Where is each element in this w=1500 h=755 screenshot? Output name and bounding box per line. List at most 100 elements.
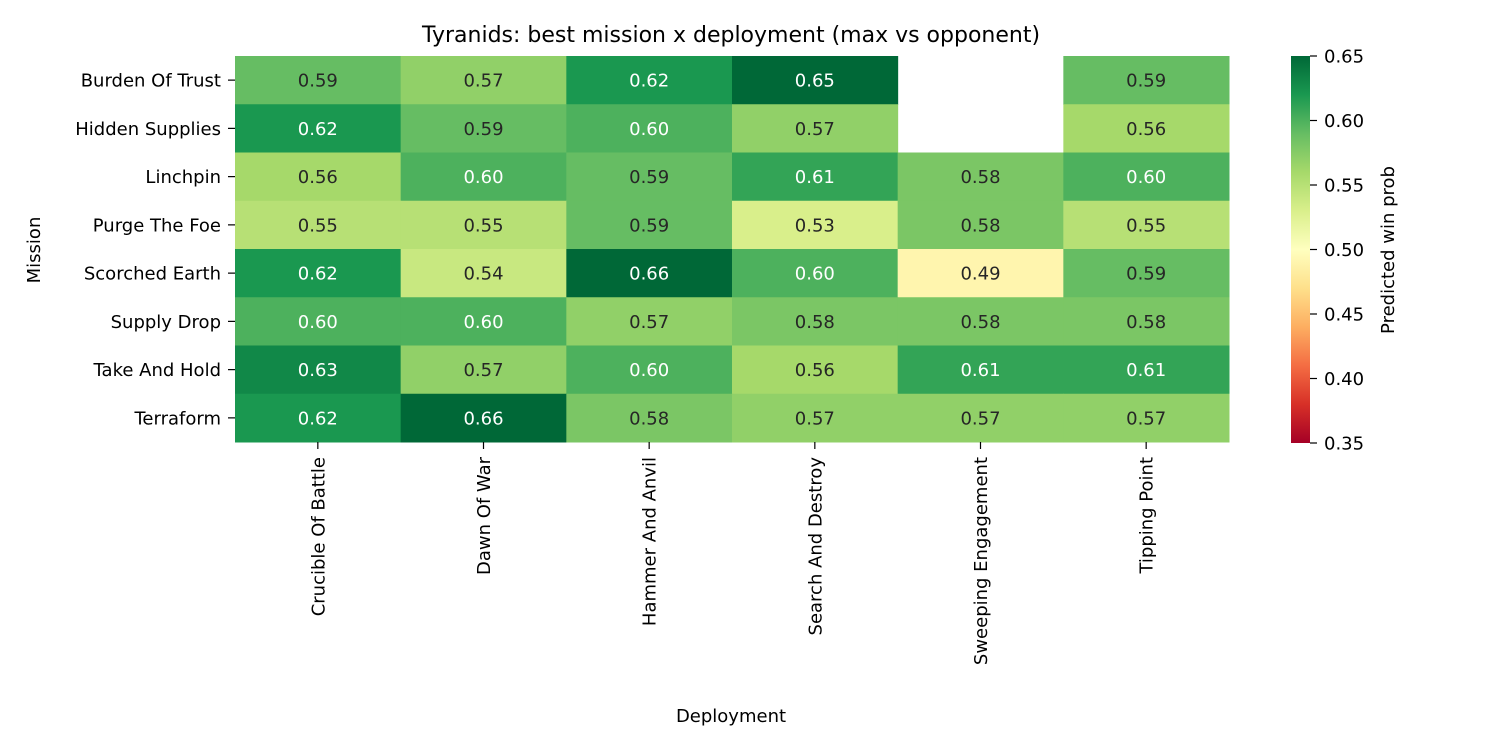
cell-value-label: 0.60 — [463, 167, 503, 188]
heatmap-cell — [566, 104, 733, 153]
colorbar-tick-label: 0.50 — [1324, 240, 1364, 261]
cell-value-label: 0.57 — [629, 312, 669, 333]
colorbar-tick-label: 0.45 — [1324, 305, 1364, 326]
heatmap-cell — [235, 345, 402, 395]
heatmap-cell — [1063, 152, 1230, 202]
cell-value-label: 0.60 — [629, 360, 669, 381]
heatmap-cell — [400, 200, 567, 250]
heatmap-cell — [235, 104, 402, 153]
colorbar-tick-label: 0.55 — [1324, 176, 1364, 197]
y-tick-label: Hidden Supplies — [75, 119, 221, 140]
heatmap-cell — [400, 249, 567, 298]
cell-value-label: 0.59 — [629, 215, 669, 236]
heatmap-cell — [566, 200, 733, 250]
cell-value-label: 0.59 — [1126, 71, 1166, 92]
cell-value-label: 0.59 — [463, 119, 503, 140]
y-tick-label: Terraform — [134, 408, 222, 429]
heatmap-cell — [732, 345, 899, 395]
heatmap-cell — [897, 152, 1064, 202]
cell-value-label: 0.60 — [463, 312, 503, 333]
heatmap-cell — [235, 249, 402, 298]
heatmap-cell — [400, 297, 567, 346]
cell-value-label: 0.55 — [1126, 215, 1166, 236]
heatmap-cell — [1063, 56, 1230, 105]
cell-value-label: 0.58 — [960, 312, 1000, 333]
heatmap-cell — [1063, 345, 1230, 395]
heatmap-cell — [732, 297, 899, 346]
heatmap-cell — [1063, 393, 1230, 443]
colorbar-tick-label: 0.40 — [1324, 369, 1364, 390]
cell-value-label: 0.57 — [795, 119, 835, 140]
cell-value-label: 0.53 — [795, 215, 835, 236]
x-tick-label: Hammer And Anvil — [640, 457, 661, 626]
heatmap-cell — [566, 297, 733, 346]
cell-value-label: 0.62 — [629, 71, 669, 92]
cell-value-label: 0.58 — [960, 167, 1000, 188]
heatmap-cell — [235, 297, 402, 346]
colorbar-ticks: 0.35 0.40 0.45 0.50 0.55 0.60 0.65 — [1310, 47, 1364, 455]
heatmap-cell — [732, 56, 899, 105]
cell-value-label: 0.58 — [960, 215, 1000, 236]
cell-value-label: 0.62 — [298, 264, 338, 285]
heatmap-cells: 0.59 0.57 0.62 0.65 0.59 0.62 0.59 0.60 0.57 0.56… — [235, 56, 1230, 443]
y-tick-label: Purge The Foe — [93, 215, 221, 236]
cell-value-label: 0.58 — [1126, 312, 1166, 333]
heatmap-cell — [1063, 297, 1230, 346]
x-axis-ticks: Crucible Of Battle Dawn Of War Hammer And … — [308, 442, 1158, 665]
cell-value-label: 0.61 — [1126, 360, 1166, 381]
cell-value-label: 0.57 — [463, 71, 503, 92]
cell-value-label: 0.58 — [795, 312, 835, 333]
x-tick-label: Crucible Of Battle — [308, 457, 329, 616]
cell-value-label: 0.63 — [298, 360, 338, 381]
cell-value-label: 0.61 — [795, 167, 835, 188]
cell-value-label: 0.66 — [463, 408, 503, 429]
heatmap-cell — [1063, 104, 1230, 153]
cell-value-label: 0.62 — [298, 408, 338, 429]
colorbar-tick-label: 0.35 — [1324, 434, 1364, 455]
colorbar-tick-label: 0.65 — [1324, 47, 1364, 68]
cell-value-label: 0.57 — [795, 408, 835, 429]
heatmap-cell — [566, 56, 733, 105]
heatmap-cell — [897, 249, 1064, 298]
y-tick-label: Burden Of Trust — [81, 71, 221, 92]
heatmap-cell — [732, 249, 899, 298]
y-axis-label: Mission — [24, 217, 45, 284]
chart-title: Tyranids: best mission x deployment (max… — [421, 23, 1040, 48]
heatmap-cell — [897, 345, 1064, 395]
heatmap-cell — [235, 200, 402, 250]
heatmap-cell — [566, 152, 733, 202]
cell-value-label: 0.59 — [1126, 264, 1166, 285]
heatmap-cell — [732, 104, 899, 153]
cell-value-label: 0.60 — [795, 264, 835, 285]
x-tick-label: Search And Destroy — [805, 457, 826, 636]
heatmap-cell — [1063, 249, 1230, 298]
heatmap-cell — [235, 152, 402, 202]
cell-value-label: 0.65 — [795, 71, 835, 92]
y-tick-label: Take And Hold — [93, 360, 221, 381]
y-tick-label: Supply Drop — [111, 312, 221, 333]
x-tick-label: Tipping Point — [1137, 457, 1158, 575]
cell-value-label: 0.61 — [960, 360, 1000, 381]
x-axis-label: Deployment — [676, 706, 786, 727]
heatmap-cell — [566, 345, 733, 395]
colorbar-label: Predicted win prob — [1378, 166, 1399, 334]
cell-value-label: 0.58 — [629, 408, 669, 429]
heatmap-cell — [400, 56, 567, 105]
heatmap-cell — [400, 393, 567, 443]
heatmap-cell — [732, 200, 899, 250]
heatmap-cell — [235, 56, 402, 105]
heatmap-cell — [400, 345, 567, 395]
colorbar: 0.35 0.40 0.45 0.50 0.55 0.60 0.65 Predicted w… — [1291, 47, 1399, 455]
heatmap-cell — [235, 393, 402, 443]
x-tick-label: Sweeping Engagement — [971, 457, 992, 665]
cell-value-label: 0.55 — [298, 215, 338, 236]
x-tick-label: Dawn Of War — [474, 456, 495, 575]
y-axis-ticks: Burden Of Trust Hidden Supplies Linchpin Pu… — [75, 71, 235, 429]
cell-value-label: 0.57 — [960, 408, 1000, 429]
cell-value-label: 0.56 — [795, 360, 835, 381]
cell-value-label: 0.66 — [629, 264, 669, 285]
cell-value-label: 0.56 — [298, 167, 338, 188]
colorbar-tick-label: 0.60 — [1324, 111, 1364, 132]
